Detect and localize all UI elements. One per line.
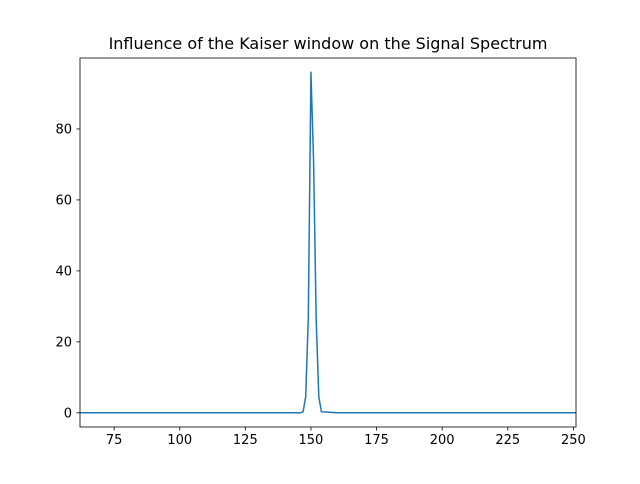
y-tick-label: 0 [64,406,72,421]
axes-frame [79,57,577,428]
y-tick-label: 60 [55,193,72,208]
x-tick-label: 125 [233,433,258,448]
y-tick-label: 20 [55,335,72,350]
y-tick-label: 80 [55,122,72,137]
chart-title: Influence of the Kaiser window on the Si… [109,34,548,53]
x-tick-label: 75 [106,433,123,448]
x-tick-label: 250 [561,433,586,448]
x-tick-label: 225 [495,433,520,448]
x-tick-label: 200 [430,433,455,448]
x-tick-label: 150 [299,433,324,448]
series-line-1 [80,71,576,414]
x-tick-label: 100 [167,433,192,448]
plot-area: 75 100 125 150 175 200 225 250 0 20 40 60 80 [55,57,586,448]
y-tick-label: 40 [55,264,72,279]
x-tick-label: 175 [364,433,389,448]
